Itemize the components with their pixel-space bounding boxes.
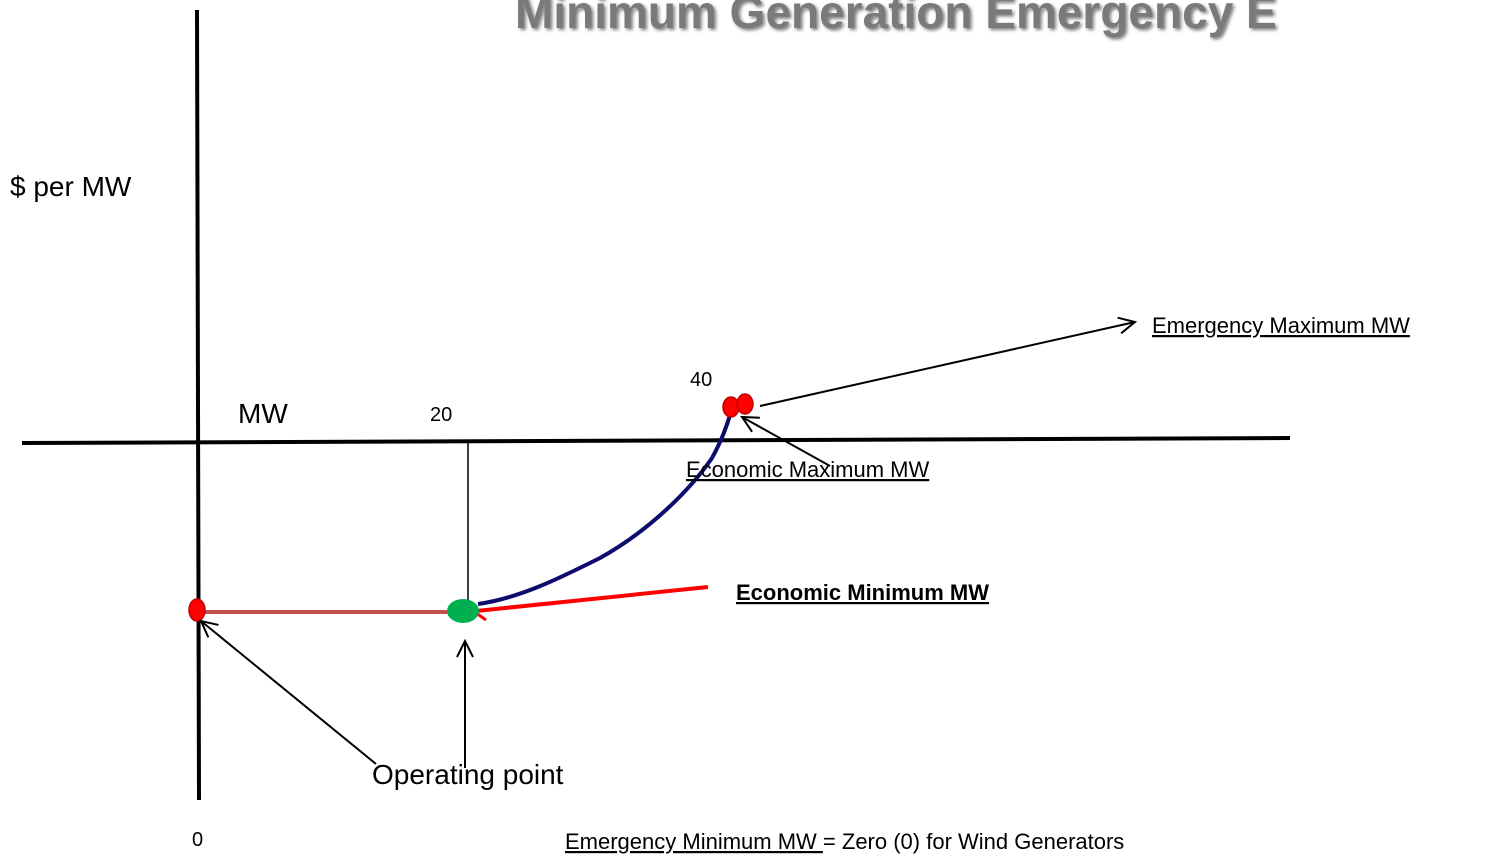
- annotation: Emergency Minimum MW = Zero (0) for Wind…: [565, 829, 1124, 854]
- x-axis: [21, 436, 1291, 445]
- annotation-part: Emergency Minimum MW: [565, 829, 823, 854]
- annotation: Operating point: [372, 759, 564, 790]
- arrow: [759, 322, 1135, 407]
- title: Minimum Generation Emergency E: [515, 0, 1277, 38]
- annotation: Economic Minimum MW: [736, 580, 989, 605]
- cost-curve: [477, 411, 733, 606]
- annotation-part: = Zero (0) for Wind Generators: [823, 829, 1124, 854]
- tick-label: 40: [690, 369, 712, 391]
- emergency-max-point: [736, 393, 754, 415]
- x-axis-label: MW: [238, 398, 288, 429]
- operating-point: [447, 599, 479, 623]
- tick-label: 0: [192, 829, 203, 851]
- emergency-min-point: [188, 598, 206, 622]
- annotation: Economic Maximum MW: [686, 457, 929, 482]
- econ-min-line: [475, 585, 709, 613]
- y-axis: [195, 9, 201, 801]
- tick-label: 20: [430, 404, 452, 426]
- annotation: Emergency Maximum MW: [1152, 313, 1410, 338]
- y-axis-label: $ per MW: [10, 171, 132, 202]
- arrow: [742, 417, 831, 467]
- arrow: [201, 621, 377, 765]
